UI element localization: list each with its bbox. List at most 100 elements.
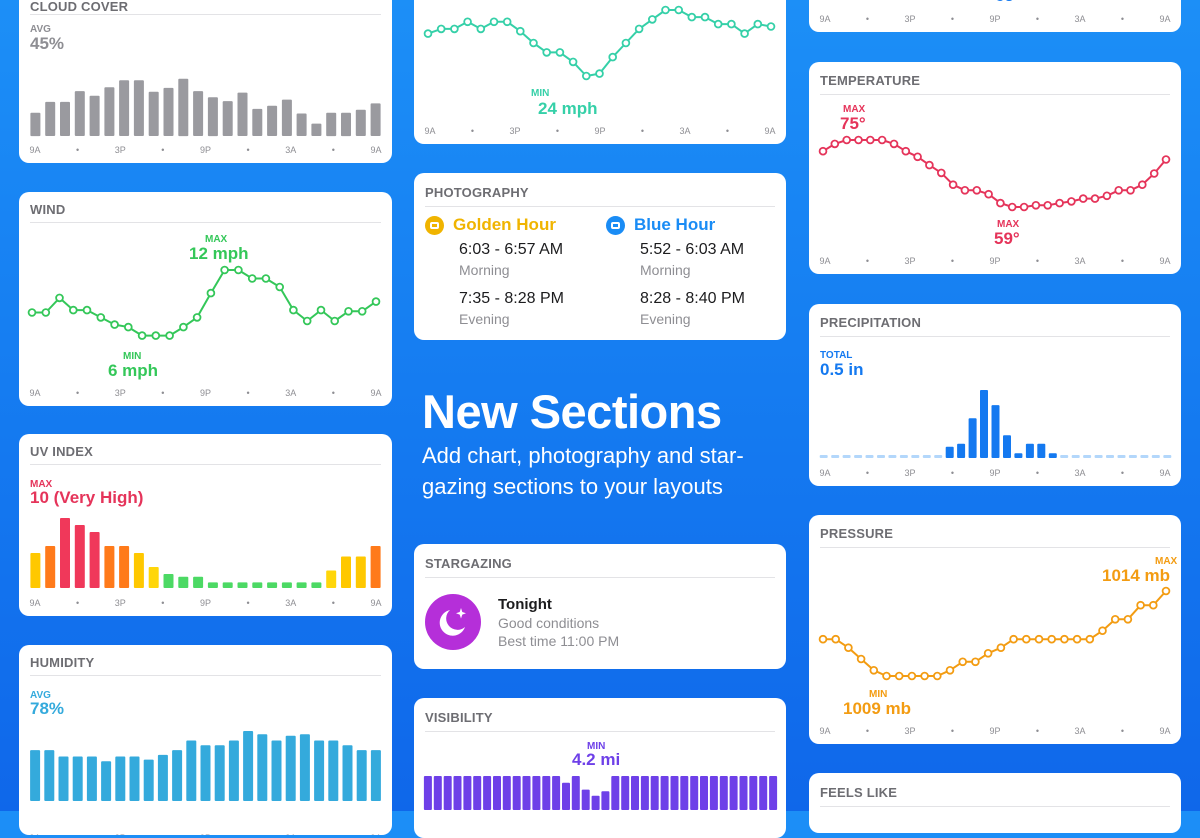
chart-point	[621, 38, 631, 48]
chart-bar	[129, 756, 140, 801]
axis-tick-label: 3A	[1074, 726, 1086, 736]
chart-bar	[257, 734, 268, 801]
chart-bar	[228, 740, 239, 801]
morning-time: 6:03 - 6:57 AM	[459, 241, 564, 258]
chart-bar	[1014, 453, 1023, 458]
visibility-card[interactable]: VISIBILITY MIN 4.2 mi	[414, 698, 786, 838]
chart-point	[55, 293, 64, 303]
chart-bar	[899, 455, 908, 458]
axis-tick-label: •	[865, 14, 870, 24]
axis-tick-label: 9P	[199, 388, 211, 398]
humidity-chart	[30, 731, 381, 801]
axis-tick-label: 9A	[28, 833, 42, 835]
axis-tick-label: 9A	[819, 14, 831, 24]
chart-point	[261, 274, 271, 283]
chart-bar	[749, 776, 758, 810]
chart-bar	[341, 556, 351, 588]
axis-tick-label: 9P	[199, 833, 213, 835]
chart-bar	[621, 776, 630, 810]
chart-bar	[119, 546, 130, 588]
chart-point	[371, 297, 381, 306]
chart-bar	[831, 455, 840, 458]
axis-tick-label: •	[1035, 14, 1040, 24]
cloud-cover-card[interactable]: CLOUD COVER AVG 45% 9A • 3P • 9P • 3A • 9A	[19, 0, 392, 163]
chart-bar	[163, 87, 174, 136]
chart-point	[1085, 634, 1095, 644]
axis-tick-label: •	[555, 126, 560, 136]
chart-point	[275, 282, 285, 292]
card-title: CLOUD COVER	[30, 0, 129, 14]
axis-tick-label: •	[950, 14, 955, 24]
divider	[30, 675, 381, 676]
feels-like-card[interactable]: FEELS LIKE	[809, 773, 1181, 833]
chart-point	[516, 26, 525, 36]
max-label: MAX	[30, 479, 53, 490]
top-wind-card[interactable]: MIN 24 mph 9A • 3P • 9P • 3A • 9A	[414, 0, 786, 144]
axis-tick-label: •	[331, 388, 335, 398]
chart-bar	[888, 455, 897, 458]
chart-point	[1034, 634, 1044, 644]
chart-bar	[473, 776, 482, 810]
top-right-card[interactable]: 65 9A • 3P • 9P • 3A • 9A	[809, 0, 1181, 32]
axis-tick-label: •	[950, 256, 955, 266]
stargazing-conditions: Good conditions	[498, 615, 600, 631]
chart-point	[1137, 180, 1147, 189]
chart-bar	[222, 582, 233, 588]
chart-point	[423, 29, 433, 38]
card-title: HUMIDITY	[30, 655, 95, 670]
chart-point	[996, 198, 1005, 208]
chart-point	[1110, 615, 1120, 624]
total-value: 0.5 in	[820, 360, 864, 379]
chart-bar	[911, 455, 920, 458]
chart-bar	[370, 103, 381, 136]
chart-bar	[133, 80, 144, 136]
uv-index-card[interactable]: UV INDEX MAX 10 (Very High) 9A • 3P • 9P • 3A •…	[19, 434, 392, 616]
chart-point	[1055, 198, 1064, 208]
morning-label: Morning	[459, 262, 510, 278]
axis-tick-label: •	[331, 598, 335, 608]
photography-card[interactable]: PHOTOGRAPHY Golden Hour 6:03 - 6:57 AM M…	[414, 173, 786, 340]
time-axis: 9A • 3P • 9P • 3A • 9A	[818, 468, 1172, 480]
wind-card[interactable]: WIND MAX 12 mph MIN 6 mph 9A • 3P • 9P • 3A • 9A	[19, 192, 392, 406]
chart-point	[489, 17, 499, 27]
axis-tick-label: •	[76, 388, 80, 398]
chart-point	[960, 186, 970, 195]
card-title: UV INDEX	[30, 444, 94, 459]
chart-bar	[355, 109, 366, 136]
min-value: 6 mph	[108, 361, 159, 380]
axis-tick-label: •	[331, 145, 335, 155]
time-axis: 9A • 3P • 9P • 3A • 9A	[818, 256, 1172, 268]
humidity-card[interactable]: HUMIDITY AVG 78% 9A • 3P • 9P • 3A • 9A	[19, 645, 392, 835]
chart-bar	[877, 455, 885, 458]
precipitation-card[interactable]: PRECIPITATION TOTAL 0.5 in 9A • 3P • 9P • 3A • 9…	[809, 304, 1181, 486]
min-value: 59°	[994, 229, 1020, 248]
divider	[820, 94, 1170, 95]
axis-tick-label: •	[1120, 726, 1125, 736]
pressure-card[interactable]: PRESSURE MAX 1014 mb MIN 1009 mb 9A • 3P • 9…	[809, 515, 1181, 744]
chart-point	[165, 331, 174, 340]
min-label: MIN	[869, 689, 888, 700]
chart-point	[948, 180, 958, 189]
chart-bar	[267, 582, 278, 588]
min-label: MIN	[531, 88, 550, 99]
chart-point	[316, 305, 326, 315]
chart-bar	[670, 776, 679, 810]
total-label: TOTAL	[820, 350, 853, 361]
chart-bar	[30, 553, 41, 588]
chart-point	[179, 322, 188, 332]
chart-bar	[72, 756, 83, 801]
chart-bar	[314, 740, 325, 801]
stargazing-heading: Tonight	[498, 596, 552, 613]
axis-tick-label: 9P	[199, 598, 211, 608]
axis-tick-label: •	[1120, 468, 1125, 478]
chart-point	[529, 38, 538, 48]
temperature-card[interactable]: TEMPERATURE MAX 75° MAX 59° 9A • 3P • 9P • 3A •…	[809, 62, 1181, 274]
axis-tick-label: •	[161, 145, 165, 155]
min-value: 4.2 mi	[572, 750, 621, 769]
chart-point	[877, 135, 887, 145]
chart-bar	[1037, 443, 1046, 458]
chart-bar	[512, 776, 521, 810]
chart-bar	[281, 582, 292, 588]
max-label: MAX	[205, 234, 228, 245]
axis-tick-label: 3A	[284, 833, 298, 835]
